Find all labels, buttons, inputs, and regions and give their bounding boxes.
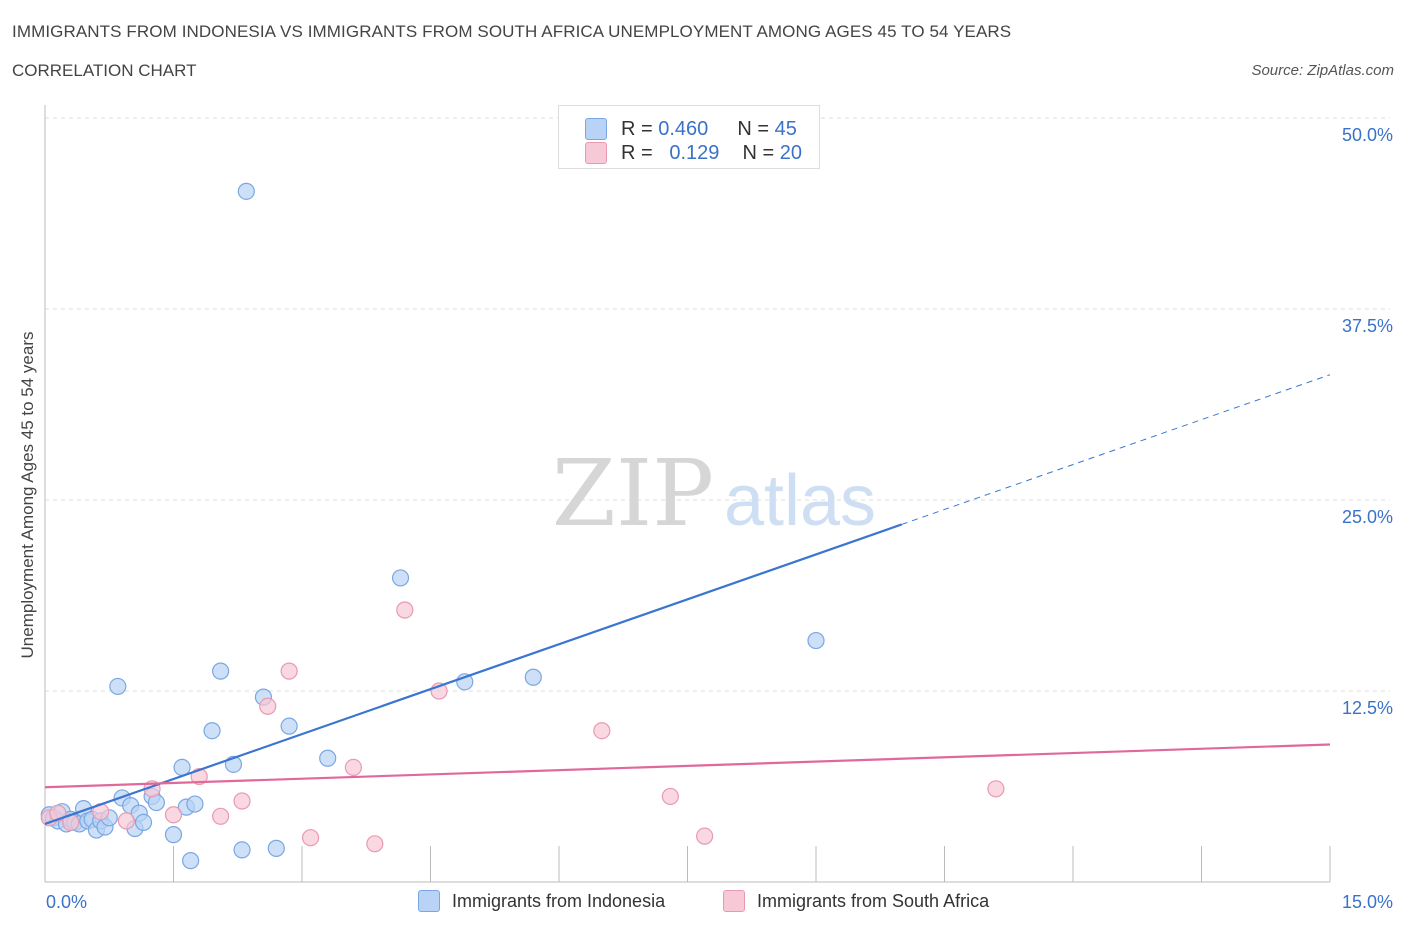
legend-row-south-africa: R = 0.129 N = 20 — [585, 141, 802, 165]
y-tick-label: 37.5% — [1342, 316, 1393, 336]
point-south-africa — [280, 662, 298, 680]
point-south-africa — [212, 807, 230, 825]
bottom-legend-swatch-south-africa — [723, 890, 745, 912]
trendline-south-africa — [44, 743, 1331, 789]
legend-n-value-south-africa: 20 — [779, 141, 802, 164]
point-south-africa — [301, 829, 320, 847]
point-south-africa — [366, 835, 384, 853]
legend-r-label: R = — [621, 141, 653, 164]
point-indonesia — [237, 182, 255, 200]
point-indonesia — [391, 569, 410, 587]
point-indonesia — [109, 677, 127, 696]
point-south-africa — [233, 792, 251, 810]
point-indonesia — [319, 749, 337, 767]
bottom-legend-swatch-indonesia — [418, 890, 440, 912]
legend-r-value-south-africa: 0.129 — [669, 141, 720, 164]
y-tick-label: 25.0% — [1342, 507, 1393, 527]
legend-r-value-indonesia: 0.460 — [658, 117, 709, 140]
point-indonesia — [212, 662, 230, 680]
watermark: ZIP atlas — [552, 440, 876, 547]
point-south-africa — [164, 806, 183, 824]
watermark-atlas: atlas — [724, 461, 876, 541]
legend-n-value-indonesia: 45 — [774, 117, 797, 140]
point-indonesia — [203, 722, 221, 740]
trendline-indonesia-extension — [901, 374, 1331, 525]
point-south-africa — [344, 758, 362, 777]
legend: R = 0.460 N = 45 R = 0.129 N = 20 — [558, 105, 820, 169]
point-indonesia — [280, 717, 298, 735]
point-indonesia — [807, 631, 825, 650]
legend-swatch-south-africa — [585, 142, 607, 164]
point-indonesia — [182, 852, 200, 870]
point-south-africa — [987, 780, 1005, 798]
tick-labels: 12.5% 25.0% 37.5% 50.0% 0.0% 15.0% — [46, 125, 1393, 912]
watermark-zip: ZIP — [552, 440, 714, 547]
axes — [44, 105, 1331, 883]
bottom-legend-label-indonesia: Immigrants from Indonesia — [452, 890, 666, 911]
point-south-africa — [696, 827, 714, 845]
point-indonesia — [134, 813, 153, 832]
y-tick-label: 50.0% — [1342, 125, 1393, 145]
legend-swatch-indonesia — [585, 118, 607, 140]
point-south-africa — [661, 787, 679, 806]
bottom-legend-label-south-africa: Immigrants from South Africa — [757, 890, 990, 911]
trendlines — [44, 374, 1331, 825]
legend-n-label: N = — [742, 141, 775, 164]
point-indonesia — [164, 826, 183, 844]
chart-subtitle: CORRELATION CHART — [12, 61, 197, 80]
point-south-africa — [259, 697, 277, 715]
point-south-africa — [117, 812, 135, 830]
point-indonesia — [267, 839, 285, 857]
legend-row-indonesia: R = 0.460 N = 45 — [585, 117, 797, 141]
data-points — [40, 182, 1005, 870]
bottom-legend-south-africa: Immigrants from South Africa — [723, 890, 989, 912]
x-tick-label: 0.0% — [46, 892, 87, 912]
y-tick-label: 12.5% — [1342, 698, 1393, 718]
chart-title: IMMIGRANTS FROM INDONESIA VS IMMIGRANTS … — [12, 22, 1012, 41]
source-label: Source: ZipAtlas.com — [1251, 62, 1394, 79]
point-indonesia — [186, 795, 204, 813]
point-indonesia — [233, 841, 251, 859]
legend-n-label: N = — [737, 117, 770, 140]
point-south-africa — [593, 722, 611, 740]
point-south-africa — [396, 601, 414, 619]
x-tick-label: 15.0% — [1342, 892, 1393, 912]
point-indonesia — [524, 668, 542, 686]
trendline-indonesia — [44, 523, 903, 825]
bottom-legend-indonesia: Immigrants from Indonesia — [418, 890, 665, 912]
legend-r-label: R = — [621, 117, 653, 140]
gridlines — [45, 117, 1390, 692]
